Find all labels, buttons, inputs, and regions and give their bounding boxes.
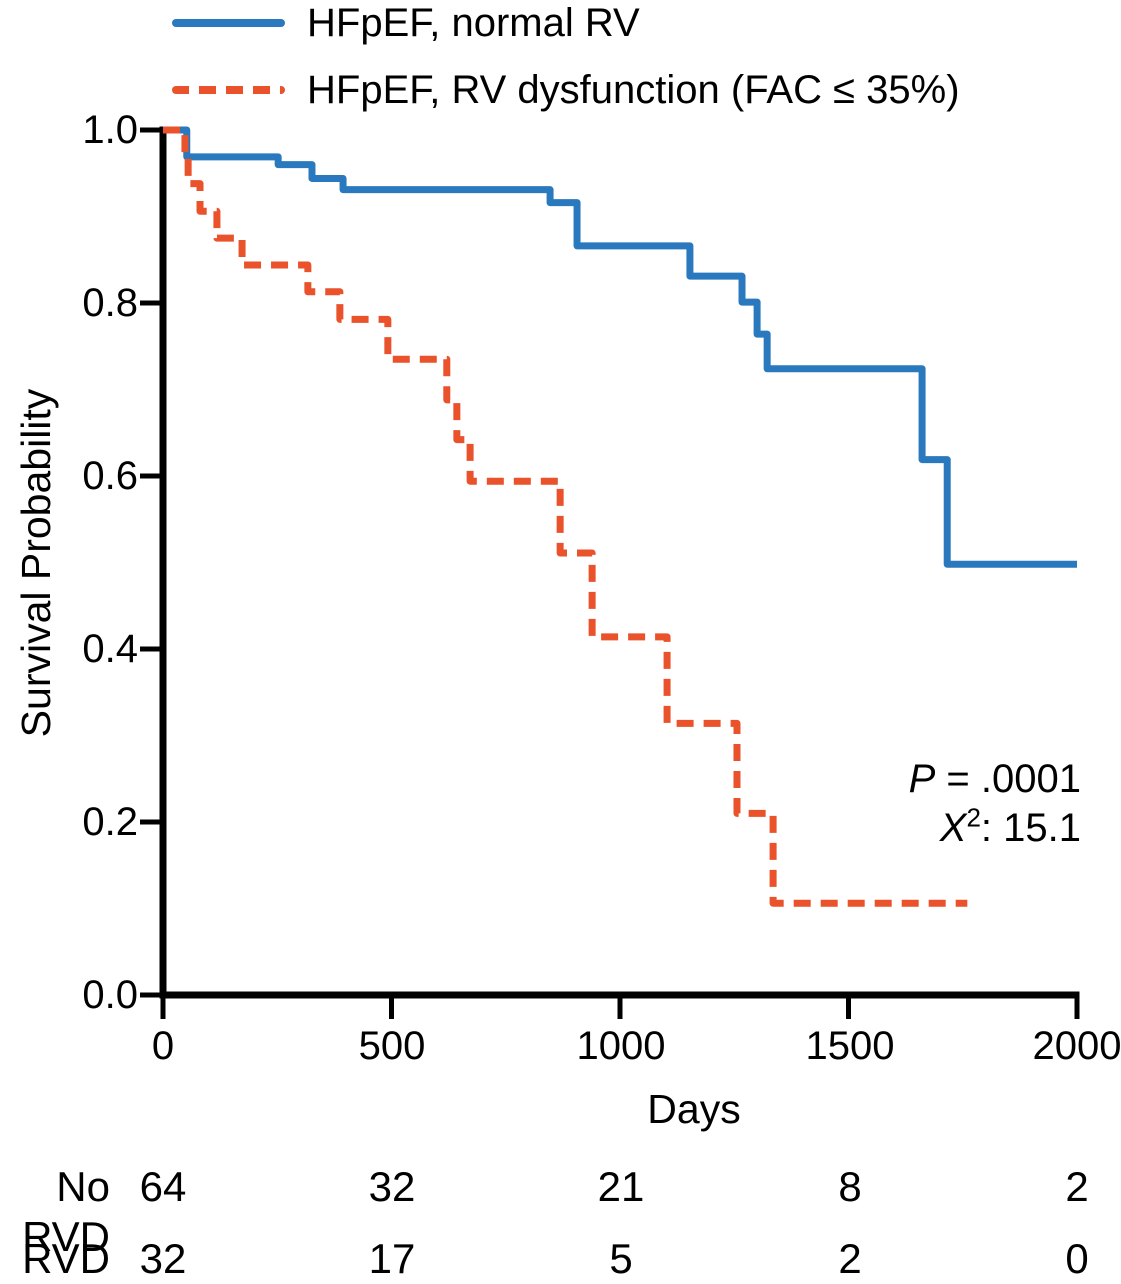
risk-count: 64 [139, 1163, 187, 1210]
x-tick-label: 0 [151, 1024, 175, 1068]
risk-count: 5 [609, 1235, 633, 1282]
y-tick-label: 1.0 [82, 108, 138, 152]
x-tick-label: 2000 [1032, 1024, 1121, 1068]
chi-exponent: 2 [966, 802, 981, 833]
y-axis-title: Survival Probability [13, 388, 59, 738]
risk-row-label-rvd: RVD [22, 1235, 110, 1282]
risk-count: 21 [597, 1163, 645, 1210]
p-symbol: P [908, 757, 936, 801]
chi-square-line: X2: 15.1 [909, 804, 1081, 853]
y-tick-label: 0.2 [82, 800, 138, 844]
legend-item-rv-dysfunction: HFpEF, RV dysfunction (FAC ≤ 35%) [172, 67, 960, 113]
legend-line-solid-icon [172, 19, 285, 27]
stats-annotation: P = .0001 X2: 15.1 [909, 755, 1081, 853]
x-tick-label: 500 [358, 1024, 426, 1068]
y-tick-label: 0.4 [82, 627, 138, 671]
x-tick-label: 1500 [805, 1024, 895, 1068]
x-tick-label: 1000 [576, 1024, 666, 1068]
p-value-line: P = .0001 [909, 755, 1081, 804]
risk-count: 32 [368, 1163, 416, 1210]
chi-value: : 15.1 [980, 806, 1081, 850]
risk-count: 0 [1065, 1235, 1089, 1282]
y-tick-label: 0.0 [82, 973, 138, 1017]
risk-count: 32 [139, 1235, 187, 1282]
risk-count: 2 [838, 1235, 862, 1282]
y-tick-label: 0.6 [82, 454, 138, 498]
x-axis-title: Days [647, 1086, 741, 1132]
risk-row-label-no-rvd: No RVD [22, 1163, 110, 1260]
y-tick-label: 0.8 [82, 281, 138, 325]
legend-label-normal-rv: HFpEF, normal RV [307, 0, 640, 45]
risk-count: 2 [1065, 1163, 1089, 1210]
legend-line-dashed-icon [172, 86, 285, 94]
legend-item-normal-rv: HFpEF, normal RV [172, 0, 640, 46]
p-value: = .0001 [935, 757, 1081, 801]
risk-count: 8 [838, 1163, 862, 1210]
chi-symbol: X [939, 806, 967, 850]
survival-curve-normal-rv [163, 126, 1077, 568]
legend-label-rv-dysfunction: HFpEF, RV dysfunction (FAC ≤ 35%) [307, 67, 960, 112]
survival-curve-rv-dysfunction [163, 126, 968, 907]
risk-count: 17 [368, 1235, 416, 1282]
